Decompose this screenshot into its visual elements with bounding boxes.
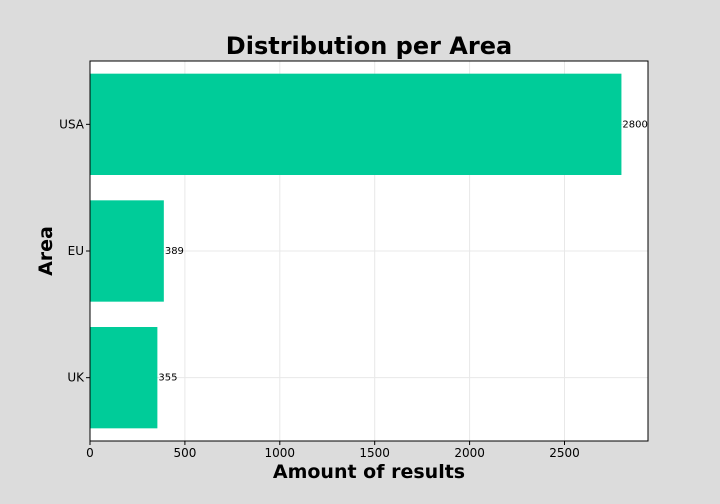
- data-label: 2800: [622, 119, 647, 130]
- data-label: 389: [165, 246, 184, 257]
- x-tick-label: 2000: [454, 446, 485, 460]
- chart-title: Distribution per Area: [226, 32, 512, 60]
- bar-uk: [90, 327, 158, 429]
- y-axis-label: Area: [35, 226, 57, 276]
- y-axis-ticks: USA EU UK: [59, 117, 90, 385]
- data-labels: 2800 389 355: [158, 119, 648, 383]
- x-tick-label: 0: [86, 446, 94, 460]
- x-axis-label: Amount of results: [273, 461, 465, 483]
- x-tick-label: 2500: [549, 446, 580, 460]
- y-tick-label: EU: [68, 244, 84, 258]
- x-axis-ticks: 0 500 1000 1500 2000 2500: [86, 441, 580, 460]
- x-tick-label: 1000: [265, 446, 296, 460]
- bars: [90, 73, 622, 429]
- x-tick-label: 1500: [359, 446, 390, 460]
- y-tick-label: USA: [59, 117, 85, 131]
- y-tick-label: UK: [67, 371, 85, 385]
- bar-usa: [90, 73, 622, 175]
- data-label: 355: [158, 373, 177, 384]
- x-tick-label: 500: [173, 446, 196, 460]
- bar-eu: [90, 200, 164, 302]
